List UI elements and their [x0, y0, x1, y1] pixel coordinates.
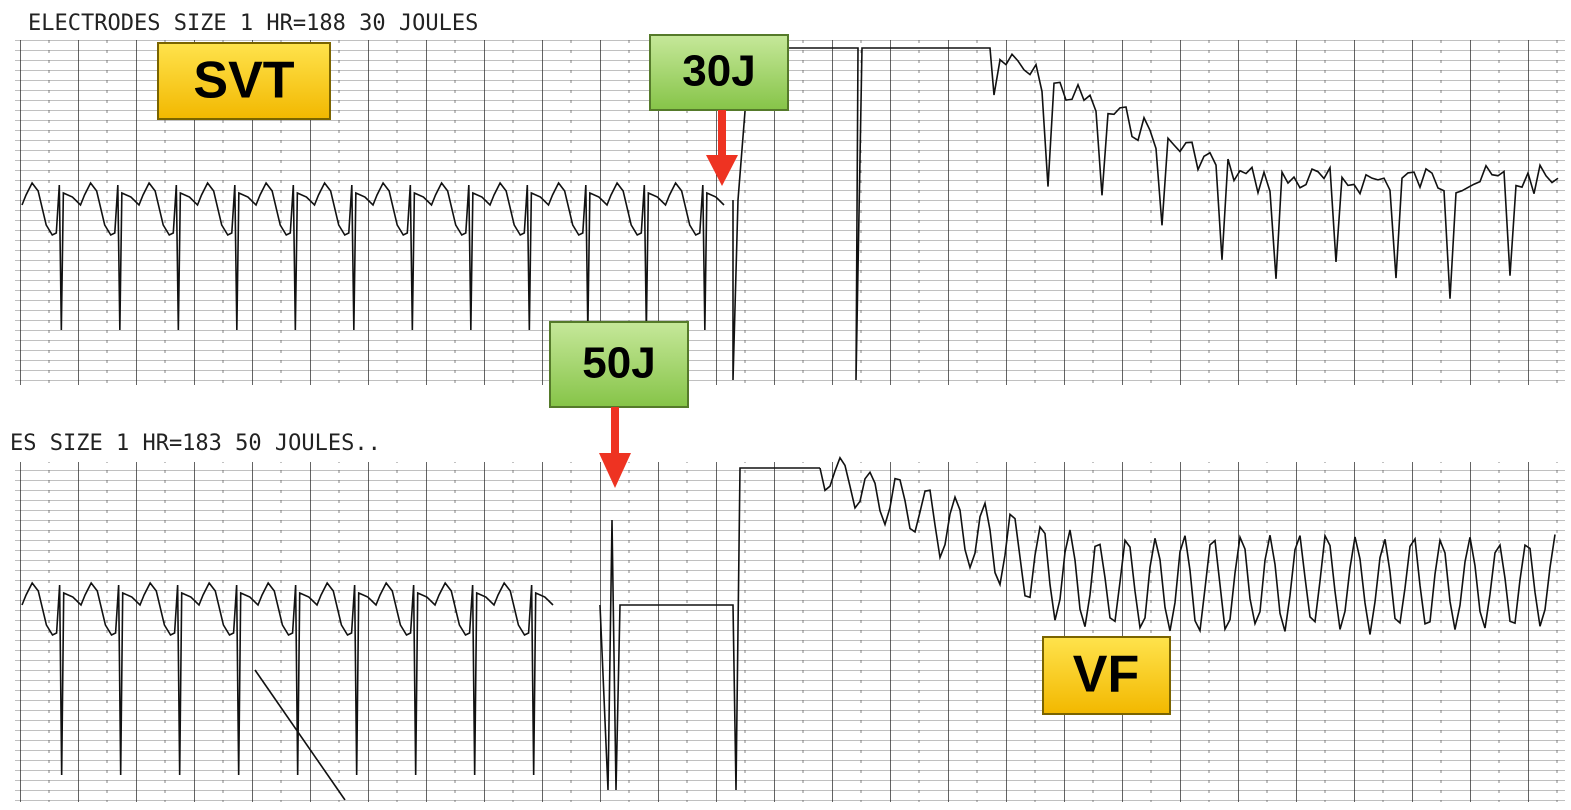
page: ELECTRODES SIZE 1 HR=188 30 JOULES ES SI…	[0, 0, 1571, 805]
vf-label: VF	[1073, 646, 1139, 704]
strip-header: ELECTRODES SIZE 1 HR=188 30 JOULES	[28, 11, 478, 36]
ecg-figure: ELECTRODES SIZE 1 HR=188 30 JOULES ES SI…	[0, 0, 1571, 805]
shock-label: 30J	[682, 47, 755, 96]
strip-grid	[15, 462, 1565, 802]
shock-label: 50J	[582, 339, 655, 388]
strip-header: ES SIZE 1 HR=183 50 JOULES..	[10, 431, 381, 456]
svt-label: SVT	[193, 52, 294, 110]
